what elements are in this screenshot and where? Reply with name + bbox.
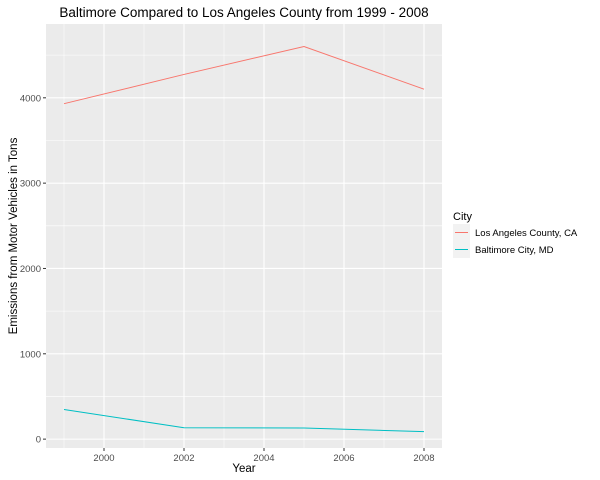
x-tick-label: 2000 [93, 453, 114, 464]
legend-label: Los Angeles County, CA [475, 228, 578, 239]
y-tick-label: 1000 [20, 349, 41, 360]
y-tick-label: 3000 [20, 179, 41, 190]
major-gridlines [46, 24, 442, 448]
y-tick-label: 0 [36, 435, 41, 446]
x-tick-label: 2002 [173, 453, 194, 464]
x-tick-label: 2004 [253, 453, 274, 464]
y-axis: 0 1000 2000 3000 4000 [20, 93, 46, 446]
y-tick-label: 4000 [20, 93, 41, 104]
series-lines [63, 46, 425, 433]
plot-panel [46, 24, 442, 448]
series-line-0 [63, 46, 425, 105]
legend-title: City [453, 211, 472, 223]
legend-label: Baltimore City, MD [475, 245, 554, 256]
y-axis-title: Emissions from Motor Vehicles in Tons [8, 137, 20, 334]
x-tick-label: 2008 [413, 453, 434, 464]
x-axis: 2000 2002 2004 2006 2008 [93, 448, 435, 464]
chart-title: Baltimore Compared to Los Angeles County… [59, 5, 428, 20]
legend-items: Los Angeles County, CA Baltimore City, MD [453, 224, 578, 258]
x-axis-title: Year [232, 463, 255, 475]
x-tick-label: 2006 [333, 453, 354, 464]
series-line-1 [63, 409, 425, 433]
y-tick-label: 2000 [20, 264, 41, 275]
legend: City Los Angeles County, CA Baltimore Cit… [453, 211, 578, 258]
minor-gridlines [46, 24, 442, 448]
